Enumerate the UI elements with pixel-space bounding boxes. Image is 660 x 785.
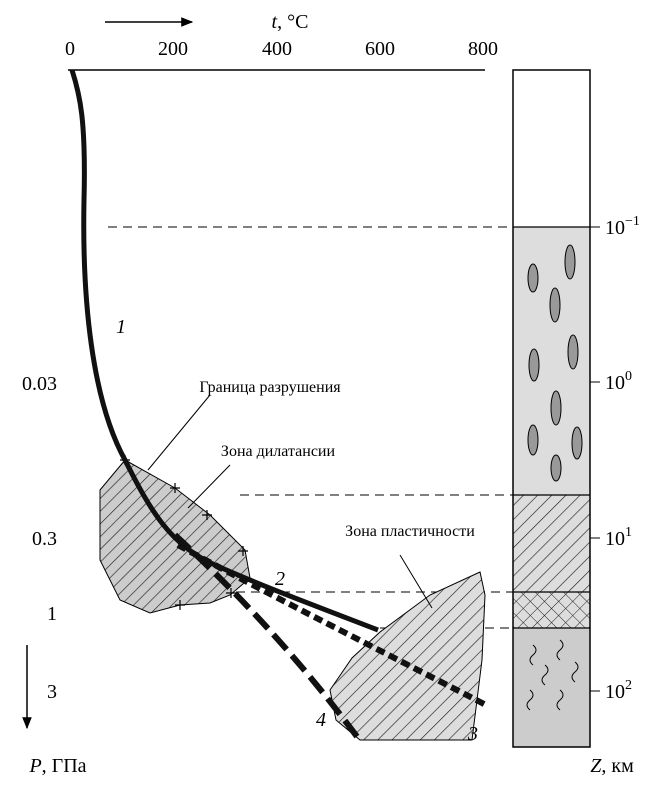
curve-label: 1 [116,316,126,338]
labels: t, °C P, ГПа Z, км Граница разрушения Зо… [28,11,634,777]
annotation: Зона дилатансии [221,443,336,460]
top-tick-label: 0 [65,38,75,60]
left-tick-label: 1 [47,603,57,625]
t-var: t [272,11,278,33]
p-var: P [28,755,41,777]
p-axis-label: P, ГПа [28,755,86,777]
right-tick-label: 102 [605,678,632,703]
right-tick-label: 100 [605,369,632,394]
t-unit: , °C [277,11,308,33]
z-var: Z [590,755,602,777]
tick-base: 10 [605,681,625,703]
tick-base: 10 [605,528,625,550]
curve-label: 2 [275,568,285,590]
annotation: Граница разрушения [199,379,341,396]
axes [22,17,485,730]
tick-base: 10 [605,372,625,394]
z-axis-label: Z, км [590,755,634,777]
tick-exp: −1 [625,214,640,229]
left-tick-label: 0.3 [32,528,57,550]
curve-label: 3 [467,723,478,745]
tick-exp: 0 [625,369,632,384]
t-axis-label: t, °C [272,11,309,33]
right-tick-label: 10−1 [605,214,640,239]
annotation: Зона пластичности [345,523,475,540]
top-tick-label: 200 [158,38,188,60]
curves [69,69,488,740]
z-unit: , км [601,755,634,777]
top-tick-label: 600 [365,38,395,60]
depth-column [512,69,591,748]
tick-exp: 1 [625,525,632,540]
p-unit: , ГПа [42,755,87,777]
tick-base: 10 [605,217,625,239]
top-tick-label: 800 [468,38,498,60]
tick-exp: 2 [625,678,632,693]
right-tick-label: 101 [605,525,632,550]
top-tick-label: 400 [262,38,292,60]
curve-label: 4 [316,709,326,731]
left-tick-label: 0.03 [22,373,57,395]
left-tick-label: 3 [47,681,57,703]
